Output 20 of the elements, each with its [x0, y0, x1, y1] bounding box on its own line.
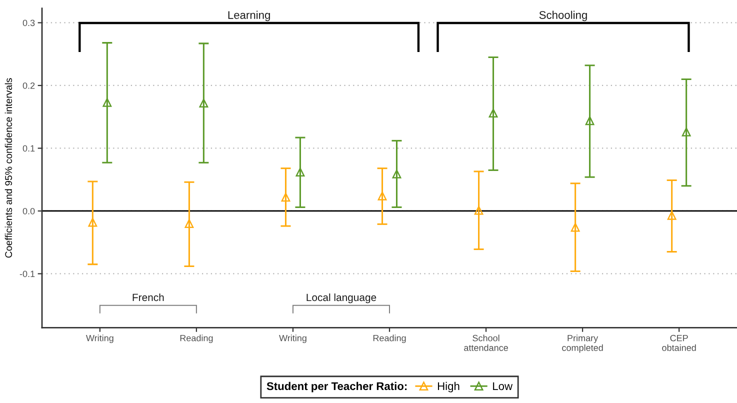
legend-label: Low — [493, 382, 513, 390]
y-tick-label: 0.1 — [22, 145, 35, 152]
x-tick-label: Reading — [180, 334, 213, 344]
y-tick-label: -0.1 — [20, 270, 35, 278]
x-tick-label: CEP obtained — [662, 334, 696, 351]
y-tick-label: 0.3 — [22, 20, 35, 26]
y-tick-label: 0.2 — [22, 82, 35, 89]
annotation: Learning — [228, 10, 270, 22]
y-axis-title: Coefficients and 95% confidence intervals — [4, 78, 12, 258]
annotation: Schooling — [539, 10, 587, 22]
y-tick-label: 0.0 — [22, 208, 35, 214]
x-tick-label: School attendance — [464, 334, 508, 351]
x-tick-label: Writing — [86, 334, 114, 344]
legend-label: High — [438, 382, 460, 392]
x-tick-label: Writing — [279, 334, 306, 344]
annotation: Local language — [306, 293, 376, 304]
annotation: French — [132, 293, 164, 302]
x-tick-label: Primary completed — [562, 334, 603, 353]
x-tick-label: Reading — [373, 334, 406, 344]
legend-title: Student per Teacher Ratio: — [266, 382, 407, 392]
